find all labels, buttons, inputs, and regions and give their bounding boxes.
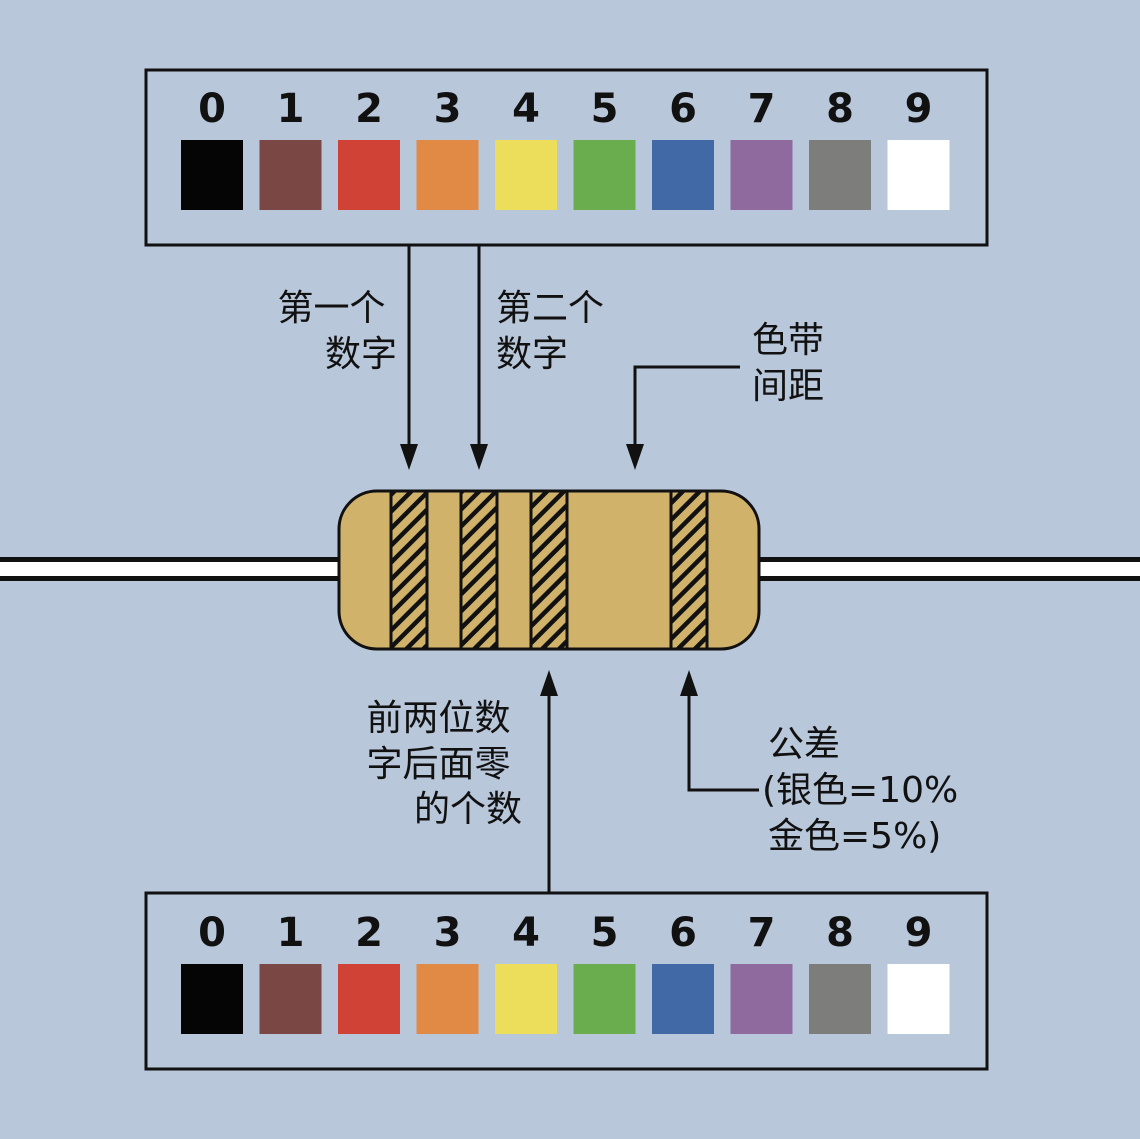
top-digit-label-9: 9: [905, 86, 933, 132]
top-digit-label-2: 2: [355, 86, 383, 132]
arrow-tolerance: [680, 670, 759, 792]
label-multiplier: 前两位数 字后面零 的个数: [367, 698, 522, 830]
top-color-swatch-6: [652, 140, 714, 210]
top-color-swatch-5: [573, 140, 636, 210]
bottom-digit-label-2: 2: [355, 910, 383, 956]
bottom-digit-label-5: 5: [591, 910, 619, 956]
bottom-digit-label-1: 1: [277, 910, 305, 956]
top-digit-label-6: 6: [669, 86, 697, 132]
bottom-color-swatch-3: [416, 964, 479, 1034]
bottom-color-swatch-1: [259, 964, 322, 1034]
bottom-panel-frame: [144, 891, 989, 1071]
bottom-color-swatch-8: [809, 964, 871, 1034]
arrows: [400, 245, 759, 893]
top-digit-label-7: 7: [748, 86, 776, 132]
arrow-second-digit: [470, 245, 488, 470]
bottom-color-code-panel: 0 1 2 3 4 5 6 7 8 9: [144, 891, 989, 1071]
top-digit-label-3: 3: [434, 86, 462, 132]
label-tolerance: 公差 (银色=10% 金色=5%): [762, 724, 970, 857]
bottom-color-swatch-4: [495, 964, 557, 1034]
top-color-swatch-4: [495, 140, 557, 210]
bottom-digit-label-8: 8: [826, 910, 854, 956]
bottom-color-swatch-9: [887, 964, 950, 1034]
top-digit-label-0: 0: [198, 86, 226, 132]
band-second-digit: [459, 489, 499, 651]
top-swatch-row: 0 1 2 3 4 5 6 7 8 9: [181, 86, 950, 210]
top-color-swatch-7: [730, 140, 793, 210]
bottom-digit-label-4: 4: [512, 910, 540, 956]
band-multiplier: [529, 489, 569, 651]
top-color-swatch-8: [809, 140, 871, 210]
arrow-first-digit: [400, 245, 418, 470]
labels: 第一个 数字 第二个 数字 色带 间距 前两位数 字后面零 的个数 公差 (银色…: [278, 288, 970, 857]
bottom-swatch-row: 0 1 2 3 4 5 6 7 8 9: [181, 910, 950, 1034]
label-first-digit: 第一个 数字: [278, 288, 397, 375]
resistor-lead: [0, 557, 1140, 581]
bottom-color-swatch-0: [181, 964, 243, 1034]
top-color-code-panel: 0 1 2 3 4 5 6 7 8 9: [144, 68, 989, 247]
top-digit-label-4: 4: [512, 86, 540, 132]
top-color-swatch-2: [338, 140, 400, 210]
top-digit-label-5: 5: [591, 86, 619, 132]
top-color-swatch-3: [416, 140, 479, 210]
bottom-digit-label-0: 0: [198, 910, 226, 956]
top-digit-label-8: 8: [826, 86, 854, 132]
resistor: [337, 489, 761, 651]
bottom-color-swatch-2: [338, 964, 400, 1034]
top-panel-frame: [144, 68, 989, 247]
bottom-color-swatch-5: [573, 964, 636, 1034]
band-first-digit: [389, 489, 429, 651]
arrow-band-gap: [626, 365, 740, 470]
arrow-multiplier: [540, 670, 558, 893]
bottom-color-swatch-7: [730, 964, 793, 1034]
bottom-digit-label-7: 7: [748, 910, 776, 956]
top-color-swatch-9: [887, 140, 950, 210]
bottom-digit-label-3: 3: [434, 910, 462, 956]
label-band-gap: 色带 间距: [752, 320, 835, 407]
band-tolerance: [669, 489, 709, 651]
top-digit-label-1: 1: [277, 86, 305, 132]
bottom-digit-label-6: 6: [669, 910, 697, 956]
bottom-digit-label-9: 9: [905, 910, 933, 956]
top-color-swatch-1: [259, 140, 322, 210]
bottom-color-swatch-6: [652, 964, 714, 1034]
top-color-swatch-0: [181, 140, 243, 210]
label-second-digit: 第二个 数字: [496, 288, 615, 375]
